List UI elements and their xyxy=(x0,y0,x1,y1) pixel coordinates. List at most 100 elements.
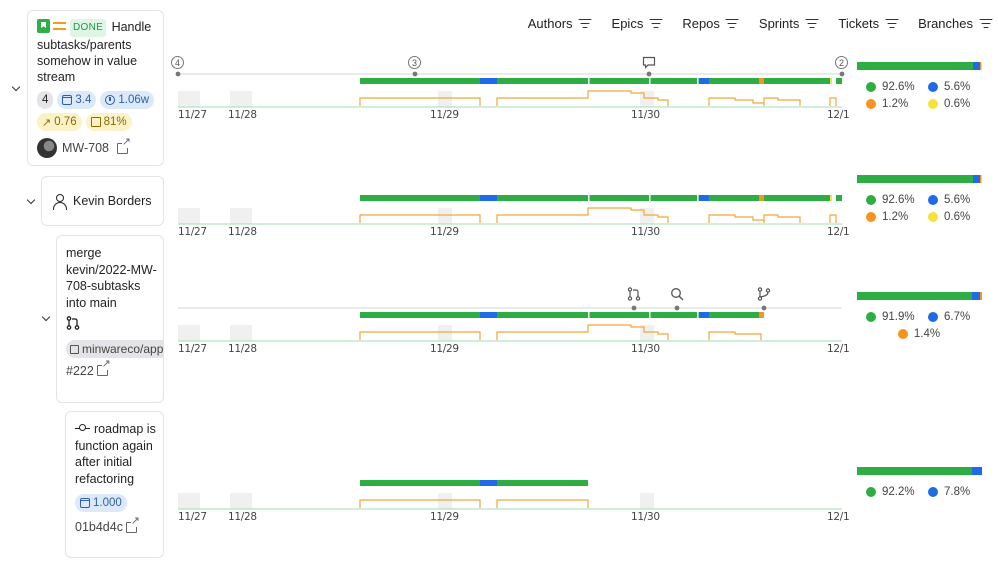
calendar-icon xyxy=(80,498,90,508)
repo-chip[interactable]: minwareco/app xyxy=(66,340,163,358)
legend-value: 0.6% xyxy=(944,98,971,110)
segment-divider xyxy=(649,312,651,318)
commit-sha-link[interactable]: 01b4d4c xyxy=(75,515,163,534)
filter-branches[interactable]: Branches xyxy=(918,16,992,31)
stat-legend: 92.6% 5.6% 1.2% 0.6% xyxy=(857,81,982,110)
status-segment xyxy=(764,195,830,201)
timeline-chart xyxy=(178,480,842,510)
filter-repos[interactable]: Repos xyxy=(682,16,739,31)
pr-number-link[interactable]: #222 xyxy=(66,359,163,378)
review-search-icon[interactable] xyxy=(670,287,684,301)
legend-value: 92.6% xyxy=(882,194,915,206)
legend-dot xyxy=(866,195,876,205)
legend-value: 6.7% xyxy=(944,311,971,323)
day-shade xyxy=(178,325,200,341)
pull-request-card[interactable]: merge kevin/2022-MW-708-subtasks into ma… xyxy=(56,235,164,403)
legend-item: 6.7% xyxy=(919,311,981,323)
external-link-icon[interactable] xyxy=(125,515,140,533)
story-icon xyxy=(37,19,50,33)
collapse-ticket-chevron-icon[interactable] xyxy=(10,83,22,95)
person-icon xyxy=(52,193,67,210)
date-tick-label: 11/27 xyxy=(178,343,207,355)
distribution-segment xyxy=(857,175,973,183)
commit-header: roadmap is function again after initial … xyxy=(75,421,163,487)
event-badge[interactable]: 2 xyxy=(835,56,848,69)
percent-value: 81% xyxy=(103,116,127,128)
author-card[interactable]: Kevin Borders xyxy=(41,176,164,226)
status-segment xyxy=(699,78,709,84)
external-link-icon[interactable] xyxy=(117,136,132,154)
legend-dot xyxy=(866,212,876,222)
date-tick-label: 11/28 xyxy=(228,226,257,238)
distribution-segment xyxy=(981,175,982,183)
wip-outline xyxy=(359,90,837,106)
ticket-card[interactable]: DONE Handle subtasks/parents somehow in … xyxy=(27,10,164,166)
trend-chip: ↗ 0.76 xyxy=(37,113,82,131)
external-link-icon[interactable] xyxy=(96,359,111,376)
author-name: Kevin Borders xyxy=(73,194,152,208)
distribution-segment xyxy=(971,292,981,300)
comment-icon[interactable] xyxy=(642,56,656,69)
status-segment xyxy=(480,195,497,201)
distribution-segment xyxy=(857,292,972,300)
filter-authors[interactable]: Authors xyxy=(528,16,592,31)
filter-tickets[interactable]: Tickets xyxy=(838,16,899,31)
date-tick-label: 11/28 xyxy=(228,343,257,355)
legend-dot xyxy=(897,329,908,339)
date-tick-label: 12/1 xyxy=(827,226,850,238)
pull-request-event-icon[interactable] xyxy=(627,287,641,301)
merge-branch-icon[interactable] xyxy=(757,287,771,301)
date-tick-label: 11/29 xyxy=(430,511,459,523)
wip-outline xyxy=(359,499,589,508)
legend-dot xyxy=(928,487,938,497)
date-tick-label: 11/27 xyxy=(178,226,207,238)
collapse-author-chevron-icon[interactable] xyxy=(25,196,37,208)
status-segment xyxy=(709,195,759,201)
ticket-key-link[interactable]: MW-708 xyxy=(62,141,110,155)
ticket-title: Handle subtasks/parents somehow in value… xyxy=(37,20,152,84)
ticket-metrics: 4 3.4 1.06w ↗ 0.76 81% xyxy=(37,91,155,131)
status-badge: DONE xyxy=(70,19,107,37)
distribution-segment xyxy=(979,175,982,183)
commit-card[interactable]: roadmap is function again after initial … xyxy=(65,411,164,558)
segment-divider xyxy=(588,78,590,84)
day-shade xyxy=(230,91,252,107)
status-segment xyxy=(830,78,832,84)
status-segment xyxy=(480,78,497,84)
status-segment xyxy=(759,312,764,318)
event-badge[interactable]: 3 xyxy=(408,56,421,69)
event-dot xyxy=(412,71,418,77)
filter-label: Sprints xyxy=(758,16,800,31)
stat-block: 91.9% 6.7% 1.4% xyxy=(857,292,982,340)
segment-divider xyxy=(697,78,699,84)
distribution-bar xyxy=(857,62,982,70)
story-points-chip: 3.4 xyxy=(57,91,97,109)
date-tick-label: 11/29 xyxy=(430,343,459,355)
legend-dot xyxy=(928,312,938,322)
duration-value: 1.06w xyxy=(118,94,150,106)
date-tick-label: 11/28 xyxy=(228,109,257,121)
event-badge[interactable]: 4 xyxy=(171,56,184,69)
filter-sprints[interactable]: Sprints xyxy=(758,16,819,31)
repo-icon xyxy=(70,344,79,354)
event-dot xyxy=(761,305,767,311)
collapse-pr-chevron-icon[interactable] xyxy=(40,313,52,325)
filter-label: Epics xyxy=(611,16,644,31)
commit-points-chip: 1.000 xyxy=(75,494,127,512)
filter-icon xyxy=(725,18,739,29)
status-segment xyxy=(759,195,764,201)
status-segment xyxy=(497,312,699,318)
filter-epics[interactable]: Epics xyxy=(612,16,663,31)
legend-item: 1.2% xyxy=(857,211,919,223)
story-points-value: 3.4 xyxy=(75,94,92,106)
commit-icon xyxy=(75,424,90,432)
timeline-chart xyxy=(178,195,842,225)
segment-divider xyxy=(697,312,699,318)
trend-value: 0.76 xyxy=(54,116,77,128)
filter-icon xyxy=(578,18,592,29)
date-tick-label: 11/30 xyxy=(631,511,660,523)
duration-chip: 1.06w xyxy=(100,91,155,109)
legend-dot xyxy=(928,99,938,109)
filter-label: Tickets xyxy=(838,16,880,31)
